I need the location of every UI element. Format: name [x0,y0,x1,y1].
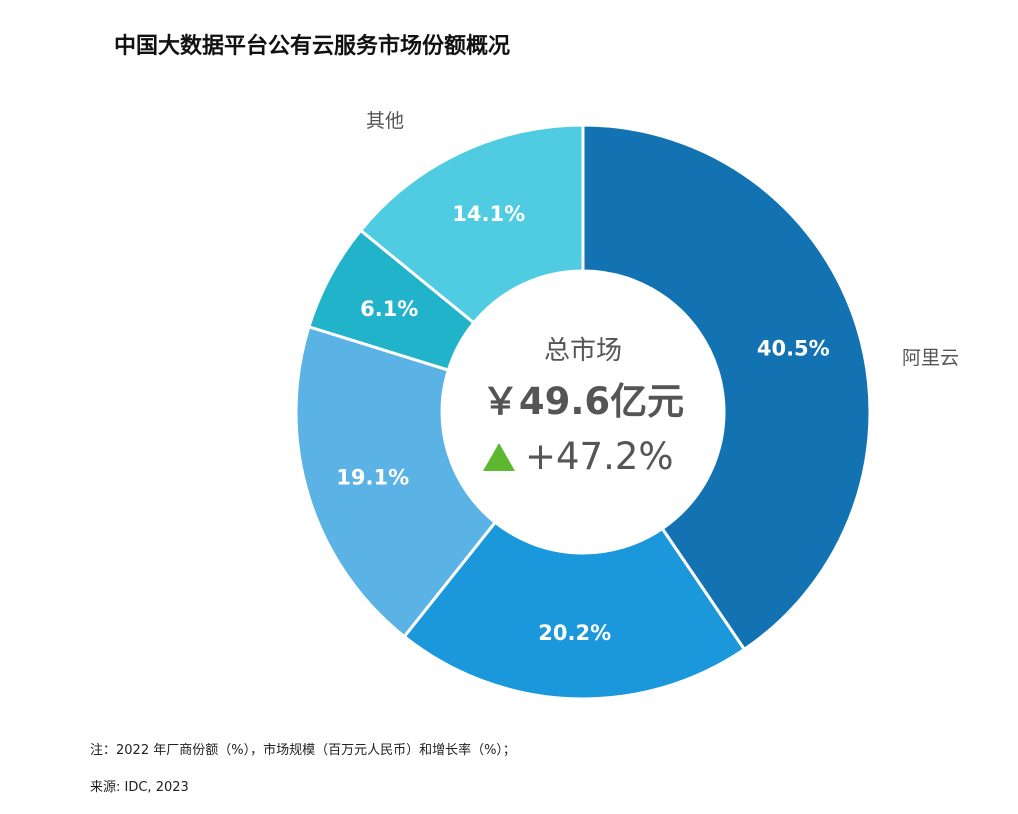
donut-slices [294,123,872,701]
slice-value-label: 40.5% [757,336,830,360]
center-block: 总市场 ￥49.6亿元 +47.2% [482,336,684,478]
slice-value-label: 6.1% [360,297,418,321]
donut-slice [581,123,872,652]
triangle-up-icon [483,443,515,471]
donut-slice [402,520,747,701]
slice-value-label: 14.1% [452,202,525,226]
slice-labels: 40.5% 20.2% 19.1% 6.1% 14.1% [336,202,829,645]
slice-value-label: 20.2% [538,621,611,645]
footnote-source: 来源: IDC, 2023 [90,780,189,795]
center-caption: 总市场 [544,336,622,366]
outer-labels: 阿里云 其他 [366,110,959,369]
donut-slice [358,123,585,325]
donut-slice [294,324,498,639]
slice-value-label: 19.1% [336,466,409,490]
slice-category-label: 阿里云 [902,347,959,369]
footnote-note: 注：2022 年厂商份额（%），市场规模（百万元人民币）和增长率（%）； [90,743,516,758]
center-total: ￥49.6亿元 [482,380,684,423]
donut-hole [443,272,723,552]
chart-title: 中国大数据平台公有云服务市场份额概况 [114,34,511,59]
slice-category-label: 其他 [366,110,404,132]
center-growth: +47.2% [525,435,674,478]
